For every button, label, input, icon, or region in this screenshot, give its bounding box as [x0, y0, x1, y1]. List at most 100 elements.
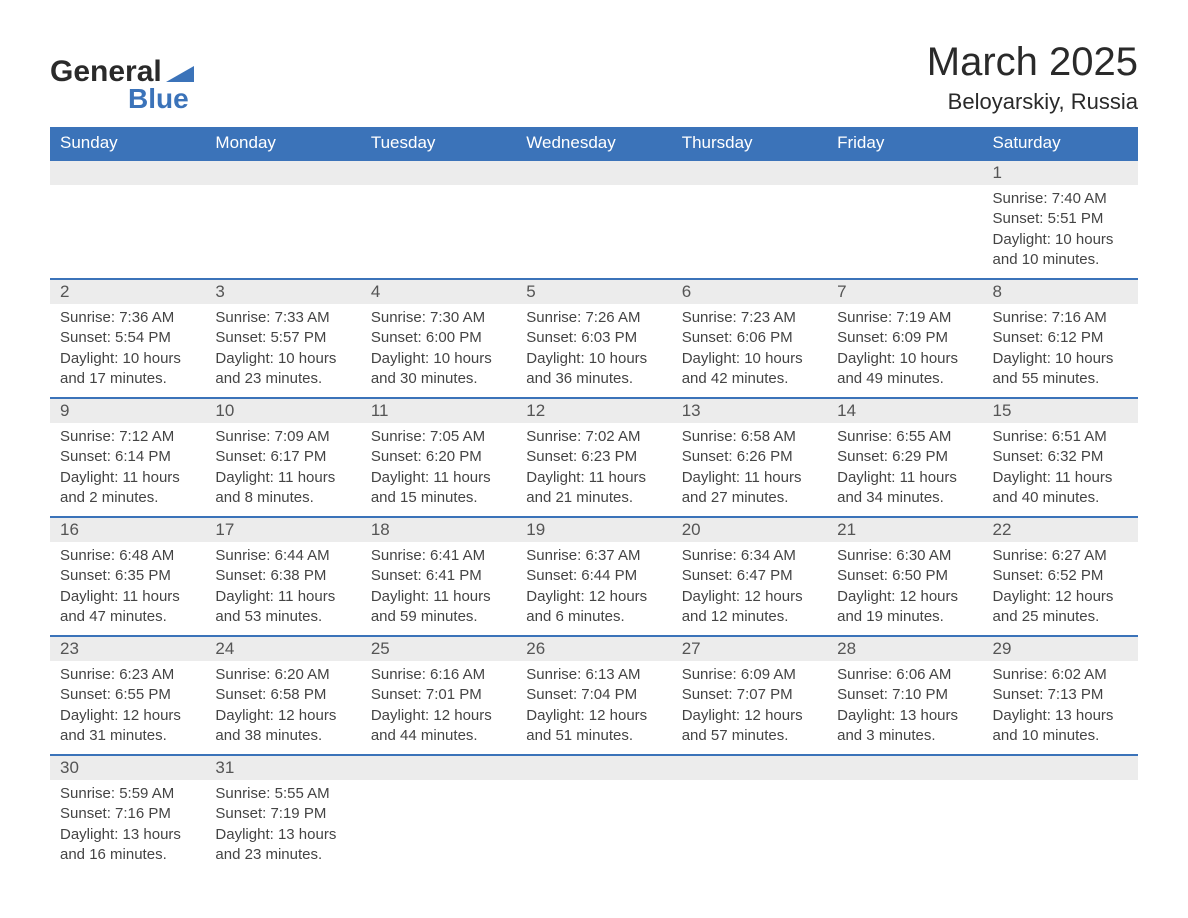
day-body: Sunrise: 7:19 AMSunset: 6:09 PMDaylight:…	[827, 304, 982, 397]
sunrise-text: Sunrise: 6:30 AM	[837, 546, 972, 566]
day-body: Sunrise: 6:37 AMSunset: 6:44 PMDaylight:…	[516, 542, 671, 635]
daylight-text-1: Daylight: 10 hours	[215, 349, 350, 369]
sunrise-text: Sunrise: 6:41 AM	[371, 546, 506, 566]
day-number-empty	[672, 756, 827, 780]
sunrise-text: Sunrise: 6:20 AM	[215, 665, 350, 685]
calendar-cell	[827, 160, 982, 279]
sunrise-text: Sunrise: 6:27 AM	[993, 546, 1128, 566]
daylight-text-2: and 55 minutes.	[993, 369, 1128, 389]
daylight-text-2: and 44 minutes.	[371, 726, 506, 746]
sunset-text: Sunset: 7:01 PM	[371, 685, 506, 705]
day-number: 18	[361, 518, 516, 542]
day-number: 16	[50, 518, 205, 542]
calendar-cell: 26Sunrise: 6:13 AMSunset: 7:04 PMDayligh…	[516, 636, 671, 755]
day-body: Sunrise: 6:23 AMSunset: 6:55 PMDaylight:…	[50, 661, 205, 754]
day-number-empty	[983, 756, 1138, 780]
daylight-text-2: and 17 minutes.	[60, 369, 195, 389]
sunset-text: Sunset: 6:52 PM	[993, 566, 1128, 586]
sunrise-text: Sunrise: 7:36 AM	[60, 308, 195, 328]
calendar-cell: 25Sunrise: 6:16 AMSunset: 7:01 PMDayligh…	[361, 636, 516, 755]
sunset-text: Sunset: 7:16 PM	[60, 804, 195, 824]
daylight-text-1: Daylight: 10 hours	[60, 349, 195, 369]
sunrise-text: Sunrise: 7:40 AM	[993, 189, 1128, 209]
day-number-empty	[827, 756, 982, 780]
day-body: Sunrise: 6:41 AMSunset: 6:41 PMDaylight:…	[361, 542, 516, 635]
calendar-cell: 23Sunrise: 6:23 AMSunset: 6:55 PMDayligh…	[50, 636, 205, 755]
daylight-text-2: and 21 minutes.	[526, 488, 661, 508]
sunrise-text: Sunrise: 6:09 AM	[682, 665, 817, 685]
sunset-text: Sunset: 5:54 PM	[60, 328, 195, 348]
sunset-text: Sunset: 6:41 PM	[371, 566, 506, 586]
daylight-text-2: and 8 minutes.	[215, 488, 350, 508]
calendar-cell: 8Sunrise: 7:16 AMSunset: 6:12 PMDaylight…	[983, 279, 1138, 398]
day-body-empty	[205, 185, 360, 265]
sunrise-text: Sunrise: 7:26 AM	[526, 308, 661, 328]
day-number: 24	[205, 637, 360, 661]
calendar-cell: 7Sunrise: 7:19 AMSunset: 6:09 PMDaylight…	[827, 279, 982, 398]
daylight-text-2: and 6 minutes.	[526, 607, 661, 627]
day-number: 19	[516, 518, 671, 542]
daylight-text-2: and 51 minutes.	[526, 726, 661, 746]
daylight-text-1: Daylight: 11 hours	[60, 468, 195, 488]
logo-triangle-icon	[166, 62, 194, 82]
day-number: 17	[205, 518, 360, 542]
calendar-cell: 21Sunrise: 6:30 AMSunset: 6:50 PMDayligh…	[827, 517, 982, 636]
day-body: Sunrise: 6:27 AMSunset: 6:52 PMDaylight:…	[983, 542, 1138, 635]
calendar-cell: 19Sunrise: 6:37 AMSunset: 6:44 PMDayligh…	[516, 517, 671, 636]
column-header: Sunday	[50, 127, 205, 160]
daylight-text-1: Daylight: 10 hours	[993, 349, 1128, 369]
calendar-cell: 12Sunrise: 7:02 AMSunset: 6:23 PMDayligh…	[516, 398, 671, 517]
day-body: Sunrise: 7:40 AMSunset: 5:51 PMDaylight:…	[983, 185, 1138, 278]
sunrise-text: Sunrise: 7:33 AM	[215, 308, 350, 328]
day-body-empty	[672, 185, 827, 265]
day-number: 26	[516, 637, 671, 661]
calendar-cell: 6Sunrise: 7:23 AMSunset: 6:06 PMDaylight…	[672, 279, 827, 398]
day-body: Sunrise: 6:06 AMSunset: 7:10 PMDaylight:…	[827, 661, 982, 754]
sunrise-text: Sunrise: 7:05 AM	[371, 427, 506, 447]
day-body-empty	[361, 185, 516, 265]
day-body: Sunrise: 6:58 AMSunset: 6:26 PMDaylight:…	[672, 423, 827, 516]
day-body: Sunrise: 5:59 AMSunset: 7:16 PMDaylight:…	[50, 780, 205, 873]
daylight-text-2: and 12 minutes.	[682, 607, 817, 627]
daylight-text-2: and 23 minutes.	[215, 369, 350, 389]
day-number-empty	[516, 161, 671, 185]
day-body-empty	[361, 780, 516, 860]
day-number: 29	[983, 637, 1138, 661]
calendar-cell: 13Sunrise: 6:58 AMSunset: 6:26 PMDayligh…	[672, 398, 827, 517]
calendar-cell: 10Sunrise: 7:09 AMSunset: 6:17 PMDayligh…	[205, 398, 360, 517]
sunset-text: Sunset: 6:20 PM	[371, 447, 506, 467]
calendar-cell	[516, 160, 671, 279]
sunrise-text: Sunrise: 5:59 AM	[60, 784, 195, 804]
daylight-text-1: Daylight: 12 hours	[526, 706, 661, 726]
day-number: 2	[50, 280, 205, 304]
day-body: Sunrise: 6:48 AMSunset: 6:35 PMDaylight:…	[50, 542, 205, 635]
day-number: 21	[827, 518, 982, 542]
sunrise-text: Sunrise: 6:16 AM	[371, 665, 506, 685]
calendar-week: 1Sunrise: 7:40 AMSunset: 5:51 PMDaylight…	[50, 160, 1138, 279]
day-number: 12	[516, 399, 671, 423]
sunset-text: Sunset: 6:35 PM	[60, 566, 195, 586]
sunset-text: Sunset: 6:38 PM	[215, 566, 350, 586]
sunset-text: Sunset: 6:47 PM	[682, 566, 817, 586]
day-number: 28	[827, 637, 982, 661]
sunset-text: Sunset: 6:29 PM	[837, 447, 972, 467]
day-number-empty	[516, 756, 671, 780]
sunrise-text: Sunrise: 7:19 AM	[837, 308, 972, 328]
calendar-cell	[361, 755, 516, 873]
calendar-cell: 14Sunrise: 6:55 AMSunset: 6:29 PMDayligh…	[827, 398, 982, 517]
logo: General Blue	[50, 55, 194, 115]
sunrise-text: Sunrise: 6:02 AM	[993, 665, 1128, 685]
calendar-cell: 9Sunrise: 7:12 AMSunset: 6:14 PMDaylight…	[50, 398, 205, 517]
calendar-week: 30Sunrise: 5:59 AMSunset: 7:16 PMDayligh…	[50, 755, 1138, 873]
daylight-text-2: and 25 minutes.	[993, 607, 1128, 627]
calendar-cell: 11Sunrise: 7:05 AMSunset: 6:20 PMDayligh…	[361, 398, 516, 517]
day-body: Sunrise: 7:33 AMSunset: 5:57 PMDaylight:…	[205, 304, 360, 397]
day-number: 30	[50, 756, 205, 780]
month-title: March 2025	[927, 40, 1138, 85]
calendar-cell	[205, 160, 360, 279]
daylight-text-1: Daylight: 11 hours	[682, 468, 817, 488]
sunset-text: Sunset: 6:44 PM	[526, 566, 661, 586]
calendar-cell: 15Sunrise: 6:51 AMSunset: 6:32 PMDayligh…	[983, 398, 1138, 517]
sunset-text: Sunset: 6:03 PM	[526, 328, 661, 348]
sunrise-text: Sunrise: 6:34 AM	[682, 546, 817, 566]
